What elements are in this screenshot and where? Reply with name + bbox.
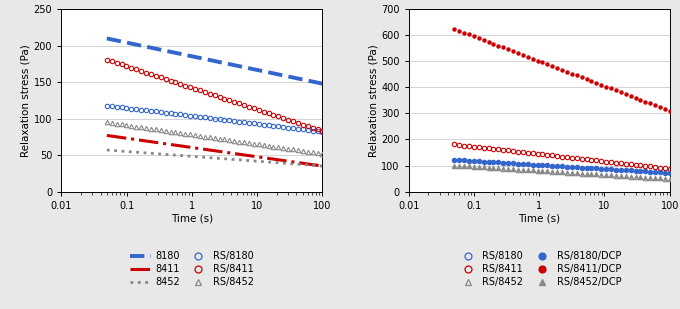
Legend: 8180, 8411, 8452, RS/8180, RS/8411, RS/8452: 8180, 8411, 8452, RS/8180, RS/8411, RS/8… [130,251,254,287]
X-axis label: Time (s): Time (s) [518,214,560,223]
Legend: RS/8180, RS/8411, RS/8452, RS/8180/DCP, RS/8411/DCP, RS/8452/DCP: RS/8180, RS/8411, RS/8452, RS/8180/DCP, … [457,251,621,287]
Y-axis label: Relaxation stress (Pa): Relaxation stress (Pa) [369,44,378,157]
X-axis label: Time (s): Time (s) [171,214,213,223]
Y-axis label: Relaxation stress (Pa): Relaxation stress (Pa) [21,44,31,157]
